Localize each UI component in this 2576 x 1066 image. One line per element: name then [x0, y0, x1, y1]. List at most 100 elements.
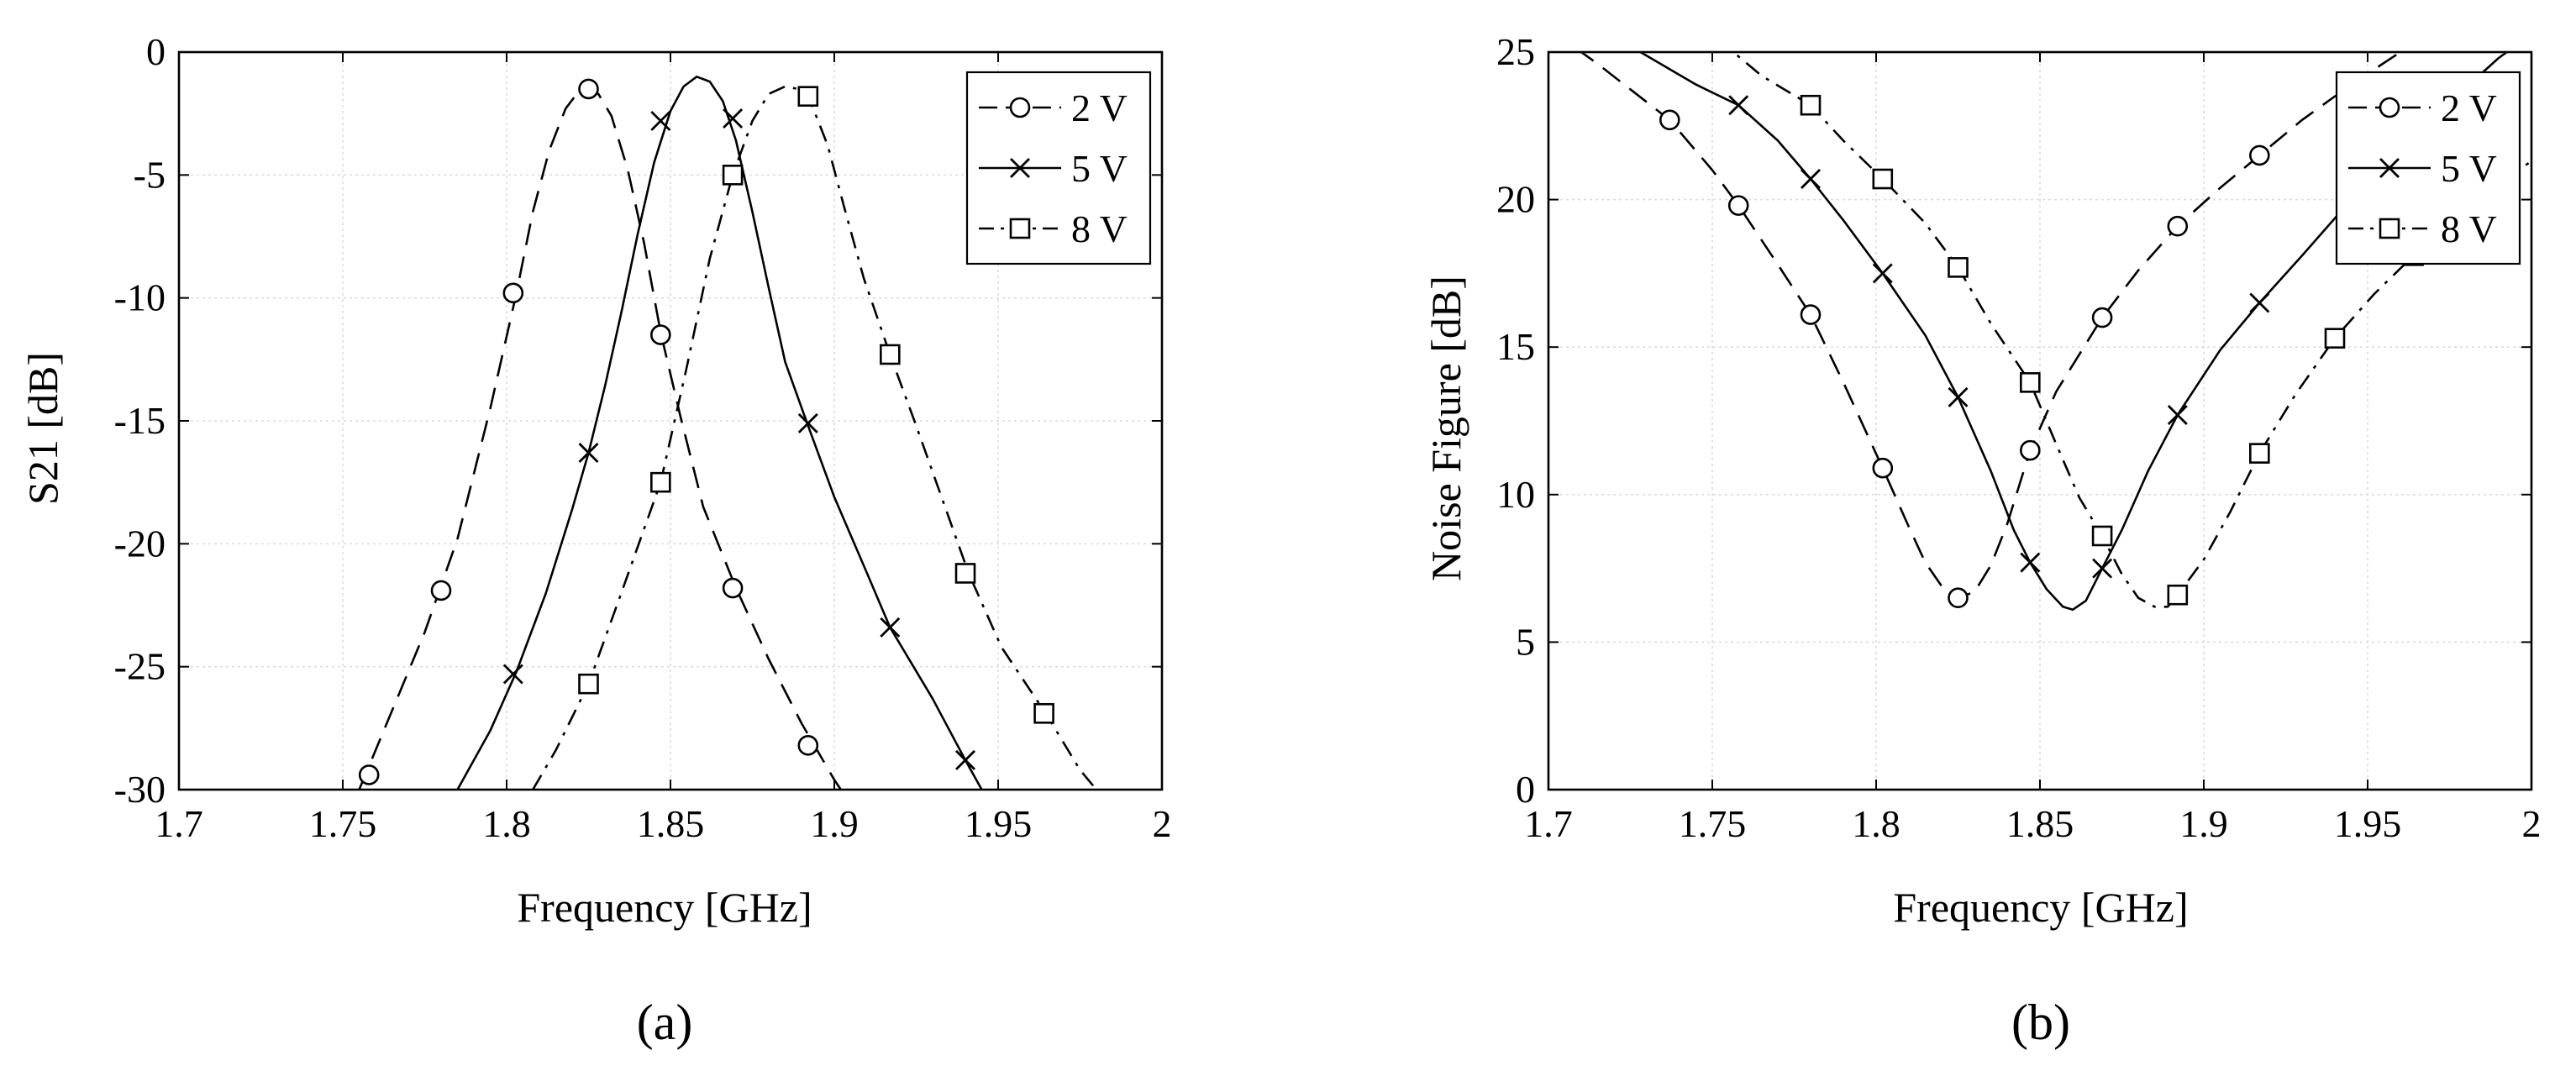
data-point-x [2167, 404, 2188, 425]
data-point-square [2249, 443, 2270, 464]
x-tick-label: 1.75 [1679, 802, 1747, 845]
data-point-square [954, 563, 976, 584]
data-point-x [650, 110, 671, 131]
data-point-x [1801, 169, 1821, 190]
data-point-circle [2249, 144, 2270, 166]
data-point-circle [2167, 215, 2189, 237]
series-a-1 [358, 78, 842, 790]
data-point-circle [1948, 587, 1969, 609]
y-tick-label: -20 [114, 522, 166, 565]
data-point-circle [797, 735, 819, 756]
data-point-circle [1872, 457, 1894, 479]
panel-label-b: (b) [2011, 995, 2070, 1050]
x-tick-label: 1.7 [155, 802, 203, 845]
x-tick-label: 1.8 [482, 802, 531, 845]
plot-area-a [358, 76, 1097, 790]
data-point-x [723, 108, 744, 129]
x-tick-label: 1.9 [810, 802, 859, 845]
data-point-x [2020, 552, 2041, 573]
y-tick-label: 5 [1516, 620, 1535, 663]
legend-label: 5 V [1071, 147, 1128, 190]
plot-area-b [1579, 52, 2531, 612]
data-point-square [2091, 525, 2113, 547]
legend-marker-square [1009, 218, 1031, 239]
panel-label-a: (a) [637, 995, 693, 1050]
series-line [456, 76, 983, 790]
legend-label: 2 V [1071, 87, 1128, 129]
data-point-square [797, 86, 819, 107]
axes-box-b [1547, 50, 2533, 791]
data-point-square [1033, 702, 1054, 724]
data-point-circle [722, 577, 744, 599]
y-tick-label: -10 [114, 276, 166, 319]
y-tick-label: 20 [1496, 178, 1535, 221]
x-tick-label: 2 [1153, 802, 1172, 845]
x-tick-label: 1.7 [1524, 802, 1573, 845]
series-a-3 [532, 85, 1097, 790]
data-point-x [880, 617, 901, 638]
data-point-square [2020, 372, 2041, 393]
x-tick-label: 1.8 [1852, 802, 1900, 845]
legend-marker-x [1010, 158, 1030, 178]
chart-panel-a: S21 [dB] Frequency [GHz] (a) 1.7 1.75 1.8 1… [19, 30, 1172, 1050]
series-b-2 [1638, 52, 2509, 612]
x-tick-label: 1.9 [2179, 802, 2228, 845]
y-tick-label: -30 [114, 768, 166, 811]
data-point-circle [502, 282, 524, 304]
y-tick-label: 10 [1496, 473, 1535, 516]
legend-label: 8 V [2441, 207, 2497, 250]
legend-label: 2 V [2441, 87, 2497, 129]
series-b-1 [1579, 52, 2401, 609]
data-point-x [797, 412, 818, 433]
data-point-square [578, 673, 599, 695]
data-point-circle [578, 78, 599, 100]
data-point-circle [358, 764, 380, 785]
x-tick-label: 1.95 [965, 802, 1033, 845]
data-point-x [1728, 95, 1749, 116]
ticks-a: 1.7 1.75 1.8 1.85 1.9 1.95 2 -30 -25 -20 -15 -10 -5 0 [114, 30, 1172, 845]
data-point-x [2092, 558, 2113, 579]
data-point-x [2249, 292, 2270, 313]
y-tick-label: -15 [114, 399, 166, 442]
data-point-square [1800, 94, 1822, 116]
data-point-circle [2091, 307, 2113, 328]
data-point-circle [1727, 195, 1749, 216]
data-point-x [955, 749, 975, 770]
data-point-circle [1800, 304, 1822, 325]
legend-label: 8 V [1071, 207, 1128, 250]
series-line [1732, 52, 2531, 608]
y-tick-label: -5 [134, 153, 166, 196]
x-tick-label: 1.85 [2006, 802, 2074, 845]
series-line [358, 87, 842, 790]
series-line [1638, 52, 2509, 612]
data-point-square [722, 165, 744, 186]
data-point-square [2167, 584, 2189, 606]
y-tick-label: -25 [114, 645, 166, 688]
y-axis-label-a: S21 [dB] [19, 352, 66, 505]
data-point-circle [1659, 109, 1680, 131]
y-tick-label: 0 [146, 30, 166, 73]
data-point-square [649, 471, 671, 493]
data-point-circle [430, 580, 452, 601]
x-axis-label-a: Frequency [GHz] [517, 884, 812, 931]
data-point-square [1948, 257, 1969, 278]
series-a-2 [456, 76, 983, 790]
x-tick-label: 1.95 [2334, 802, 2402, 845]
y-axis-label-b: Noise Figure [dB] [1422, 276, 1469, 581]
y-tick-label: 15 [1496, 325, 1535, 368]
data-point-x [578, 443, 599, 464]
data-point-x [1872, 263, 1893, 284]
legend-marker-circle [1009, 97, 1031, 118]
data-point-circle [2020, 439, 2041, 461]
x-tick-label: 1.85 [637, 802, 705, 845]
legend-label: 5 V [2441, 147, 2497, 190]
data-point-square [880, 344, 901, 365]
legend-marker-x [2379, 158, 2400, 178]
data-point-x [1948, 386, 1969, 407]
axes-box-a [177, 50, 1164, 791]
x-tick-label: 2 [2522, 802, 2542, 845]
x-tick-label: 1.75 [309, 802, 377, 845]
data-point-circle [649, 324, 671, 345]
